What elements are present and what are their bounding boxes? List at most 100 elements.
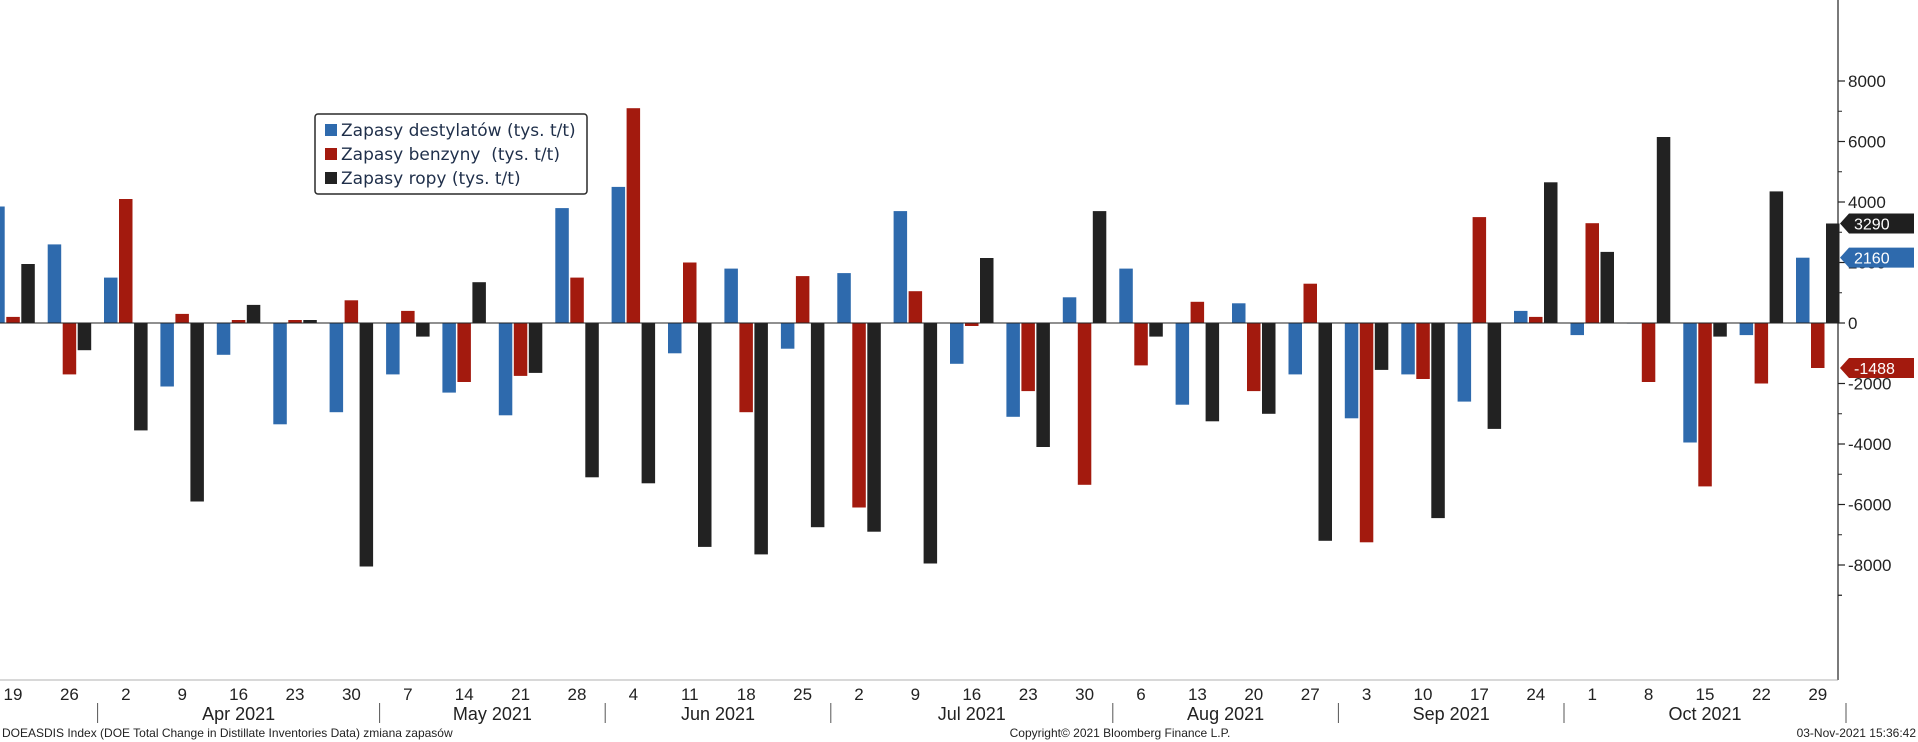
x-tick-label: 25 [793, 685, 812, 704]
legend-label-crude: Zapasy ropy (tys. t/t) [341, 169, 521, 189]
bar-crude-24 [1374, 323, 1389, 370]
bar-distillates-25 [1401, 323, 1415, 375]
month-label: Aug 2021 [1187, 704, 1264, 724]
bar-distillates-19 [1062, 297, 1077, 323]
bar-crude-5 [303, 320, 317, 323]
footer-source: DOEASDIS Index (DOE Total Change in Dist… [2, 726, 453, 740]
legend-label-distillates: Zapasy destylatów (tys. t/t) [341, 121, 576, 141]
bar-crude-26 [1487, 323, 1502, 429]
last-value-marker-label: -1488 [1854, 361, 1895, 378]
y-axis: 80006000400020000-2000-4000-6000-8000 [1837, 0, 1891, 680]
x-tick-label: 16 [962, 685, 981, 704]
x-tick-label: 30 [1075, 685, 1094, 704]
last-value-marker [1840, 358, 1914, 379]
last-value-marker [1840, 213, 1914, 234]
bar-gasoline-16 [908, 291, 923, 323]
y-tick-label: -6000 [1848, 496, 1891, 515]
bar-distillates-11 [611, 186, 626, 323]
last-value-markers: 3290 2160 -1488 [1840, 213, 1914, 379]
bar-gasoline-11 [626, 108, 641, 323]
x-tick-label: 23 [1019, 685, 1038, 704]
x-tick-label: 10 [1414, 685, 1433, 704]
x-tick-label: 15 [1696, 685, 1715, 704]
bar-crude-13 [754, 323, 768, 555]
month-label: Apr 2021 [202, 704, 275, 724]
bar-crude-8 [472, 282, 486, 323]
bar-gasoline-22 [1247, 323, 1261, 392]
bar-crude-16 [923, 323, 938, 564]
bar-distillates-28 [1570, 323, 1584, 336]
bar-distillates-18 [1006, 323, 1020, 417]
bar-distillates-6 [329, 323, 344, 413]
bar-crude-20 [1149, 323, 1163, 337]
y-tick-label: -8000 [1848, 556, 1891, 575]
x-tick-label: 2 [121, 685, 130, 704]
x-tick-label: 26 [60, 685, 79, 704]
bar-distillates-1 [47, 244, 62, 323]
bar-distillates-12 [668, 323, 682, 354]
bar-distillates-23 [1288, 323, 1302, 375]
bar-distillates-13 [724, 268, 738, 323]
bar-distillates-0 [0, 206, 5, 323]
bar-gasoline-27 [1529, 316, 1543, 323]
bar-gasoline-29 [1641, 323, 1656, 382]
bar-gasoline-8 [457, 323, 471, 382]
x-tick-label: 19 [4, 685, 23, 704]
bar-crude-19 [1092, 211, 1107, 323]
bar-crude-23 [1318, 323, 1332, 541]
x-tick-label: 29 [1808, 685, 1827, 704]
month-label: May 2021 [453, 704, 532, 724]
bar-gasoline-13 [739, 323, 753, 413]
footer: DOEASDIS Index (DOE Total Change in Dist… [2, 726, 1916, 740]
x-tick-label: 23 [286, 685, 305, 704]
bar-gasoline-26 [1472, 217, 1487, 323]
bar-crude-21 [1205, 323, 1220, 422]
x-tick-label: 16 [229, 685, 248, 704]
bar-gasoline-3 [175, 313, 189, 323]
bar-gasoline-20 [1134, 323, 1148, 366]
bar-gasoline-1 [62, 323, 77, 375]
bar-crude-15 [867, 323, 881, 532]
bar-gasoline-25 [1416, 323, 1430, 379]
y-tick-label: -2000 [1848, 375, 1891, 394]
x-tick-label: 18 [737, 685, 756, 704]
x-tick-label: 13 [1188, 685, 1207, 704]
bar-gasoline-15 [852, 323, 866, 508]
last-value-marker [1840, 247, 1914, 268]
bar-gasoline-21 [1190, 301, 1205, 323]
x-tick-label: 8 [1644, 685, 1653, 704]
bar-gasoline-10 [570, 277, 584, 323]
bar-distillates-4 [216, 323, 231, 355]
y-tick-label: -4000 [1848, 435, 1891, 454]
bar-distillates-5 [273, 323, 287, 425]
bar-distillates-26 [1457, 323, 1472, 402]
y-tick-label: 8000 [1848, 72, 1886, 91]
bar-gasoline-30 [1698, 323, 1712, 487]
x-tick-label: 4 [629, 685, 638, 704]
bar-crude-9 [528, 323, 543, 373]
bar-series-group [0, 108, 1840, 567]
bar-crude-0 [21, 264, 35, 323]
bar-gasoline-5 [288, 320, 302, 323]
bar-gasoline-31 [1754, 323, 1769, 384]
bar-distillates-15 [837, 273, 851, 323]
bar-distillates-16 [893, 211, 908, 323]
x-tick-label: 30 [342, 685, 361, 704]
legend-swatch-distillates [325, 124, 337, 136]
x-tick-label: 3 [1362, 685, 1371, 704]
bar-distillates-27 [1514, 310, 1528, 323]
bar-distillates-20 [1119, 268, 1133, 323]
month-label: Jun 2021 [681, 704, 755, 724]
x-tick-label: 17 [1470, 685, 1489, 704]
y-tick-label: 0 [1848, 314, 1857, 333]
bar-crude-14 [810, 323, 825, 528]
footer-copyright: Copyright© 2021 Bloomberg Finance L.P. [1010, 726, 1231, 740]
bar-crude-1 [77, 323, 92, 351]
bar-gasoline-24 [1359, 323, 1374, 543]
bar-gasoline-7 [401, 310, 415, 323]
month-label: Jul 2021 [938, 704, 1006, 724]
x-tick-label: 28 [568, 685, 587, 704]
bar-crude-27 [1544, 182, 1558, 323]
footer-timestamp: 03-Nov-2021 15:36:42 [1797, 726, 1917, 740]
x-tick-label: 6 [1136, 685, 1145, 704]
